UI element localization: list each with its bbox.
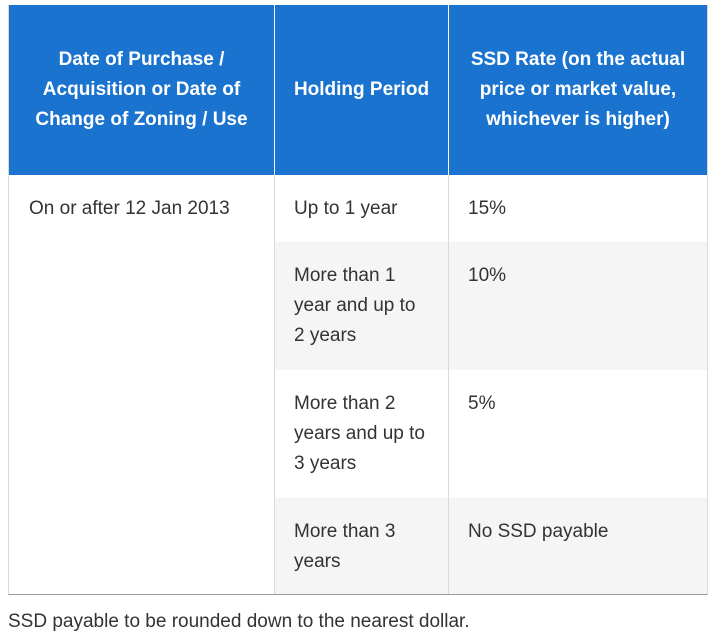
table-row: More than 1 year and up to 2 years 10% [274,242,707,370]
ssd-rate-table: Date of Purchase / Acquisition or Date o… [8,5,708,595]
holding-period-cell: More than 1 year and up to 2 years [294,265,416,346]
header-holding-period: Holding Period [274,5,448,175]
date-of-purchase-value: On or after 12 Jan 2013 [29,198,230,219]
ssd-rate-cell: No SSD payable [468,521,609,542]
ssd-rate-cell: 5% [468,393,496,414]
table-row: More than 3 years No SSD payable [274,498,707,594]
table-header-row: Date of Purchase / Acquisition or Date o… [9,5,707,175]
header-holding-period-label: Holding Period [293,79,430,100]
table-row: Up to 1 year 15% [274,175,707,242]
header-ssd-rate-label: SSD Rate (on the actual price or market … [470,49,686,130]
column-divider [448,175,449,594]
ssd-rate-cell: 15% [468,198,507,219]
date-of-purchase-cell: On or after 12 Jan 2013 [9,175,274,594]
footnote: SSD payable to be rounded down to the ne… [8,611,470,632]
header-date-of-purchase: Date of Purchase / Acquisition or Date o… [9,5,274,175]
header-date-of-purchase-label: Date of Purchase / Acquisition or Date o… [35,49,248,130]
holding-period-cell: More than 2 years and up to 3 years [294,393,425,474]
holding-period-cell: Up to 1 year [294,198,398,219]
ssd-rate-cell: 10% [468,265,507,286]
column-divider [274,175,275,594]
header-ssd-rate: SSD Rate (on the actual price or market … [448,5,707,175]
holding-period-cell: More than 3 years [294,521,396,572]
table-row: More than 2 years and up to 3 years 5% [274,370,707,498]
